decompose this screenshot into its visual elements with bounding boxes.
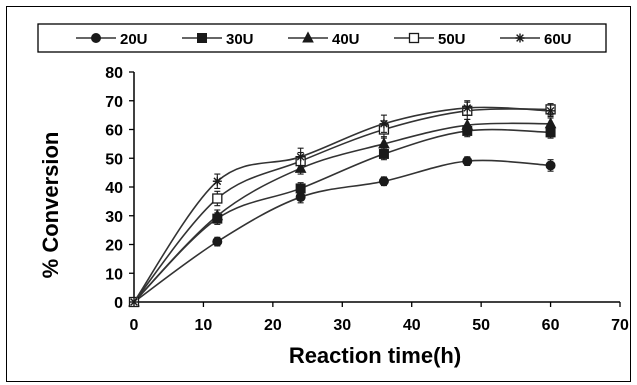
data-point <box>129 297 139 307</box>
y-tick-label: 60 <box>105 123 123 140</box>
x-tick-label: 50 <box>472 317 490 334</box>
legend-item-40U: 40U <box>288 31 360 48</box>
legend-item-50U: 50U <box>394 31 466 48</box>
x-axis-label: Reaction time(h) <box>289 343 461 368</box>
y-tick-label: 70 <box>105 94 123 111</box>
legend-item-20U: 20U <box>76 31 148 48</box>
x-tick-label: 40 <box>403 317 421 334</box>
data-point <box>545 160 556 171</box>
data-point <box>212 193 223 204</box>
x-tick-label: 0 <box>130 317 139 334</box>
y-tick-label: 20 <box>105 238 123 255</box>
y-tick-label: 10 <box>105 266 123 283</box>
data-point <box>295 183 306 194</box>
x-tick-label: 70 <box>611 317 629 334</box>
data-point <box>544 117 557 129</box>
legend-label: 50U <box>438 31 466 48</box>
data-point <box>296 152 306 162</box>
x-tick-label: 30 <box>333 317 351 334</box>
series-60U <box>129 100 556 307</box>
data-point <box>212 176 222 186</box>
y-tick-label: 30 <box>105 209 123 226</box>
data-point <box>212 236 223 247</box>
series-group <box>128 100 557 308</box>
legend-item-30U: 30U <box>182 31 254 48</box>
series-40U <box>128 117 557 307</box>
series-line <box>133 108 551 303</box>
data-point <box>378 176 389 187</box>
series-line <box>133 122 551 303</box>
data-point <box>461 118 474 130</box>
y-axis-label: % Conversion <box>38 132 63 279</box>
axes: 0 10 20 30 40 50 60 70 80 0 10 20 30 40 50 60 70 <box>105 65 629 334</box>
legend-marker <box>197 33 207 43</box>
data-point <box>211 209 224 221</box>
x-tick-label: 10 <box>195 317 213 334</box>
data-point <box>462 156 473 167</box>
y-tick-label: 50 <box>105 151 123 168</box>
y-tick-label: 40 <box>105 180 123 197</box>
x-tick-label: 20 <box>264 317 282 334</box>
x-tick-label: 60 <box>542 317 560 334</box>
data-point <box>462 103 472 113</box>
series-line <box>133 128 551 303</box>
legend-marker <box>91 33 101 43</box>
chart-frame <box>6 6 631 382</box>
legend-marker <box>302 31 314 43</box>
data-point <box>379 119 389 129</box>
legend-marker <box>515 33 525 43</box>
legend-label: 30U <box>226 31 254 48</box>
data-point <box>378 137 390 149</box>
series-line <box>133 106 551 303</box>
legend-marker <box>408 32 420 44</box>
legend-label: 60U <box>544 31 572 48</box>
legend-item-60U: 60U <box>500 31 572 48</box>
series-line <box>133 159 551 303</box>
data-point <box>546 106 556 116</box>
series-50U <box>128 101 556 308</box>
series-30U <box>129 124 556 307</box>
series-20U <box>129 156 556 307</box>
legend-label: 20U <box>120 31 148 48</box>
legend: 20U 30U 40U 50U 60U <box>37 23 607 53</box>
y-tick-label: 0 <box>114 295 123 312</box>
legend-label: 40U <box>332 31 360 48</box>
y-tick-label: 80 <box>105 65 123 82</box>
